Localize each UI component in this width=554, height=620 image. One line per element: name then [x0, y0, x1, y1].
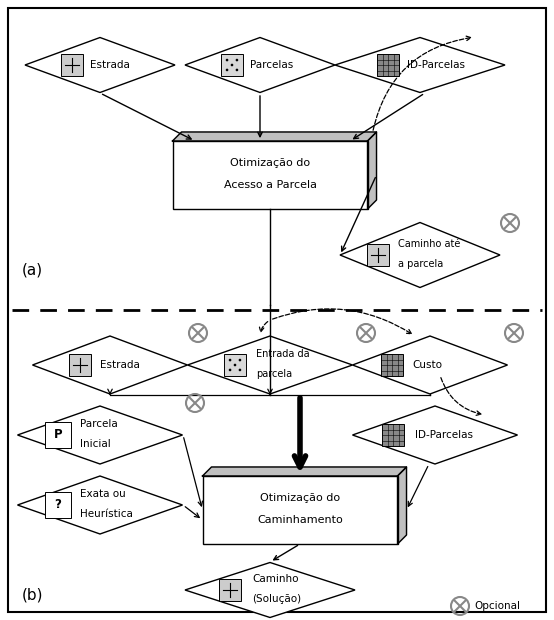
Text: Caminho até: Caminho até	[398, 239, 460, 249]
Text: Heurística: Heurística	[80, 509, 133, 519]
Polygon shape	[18, 476, 182, 534]
Polygon shape	[187, 336, 352, 394]
Bar	[377, 54, 399, 76]
Text: a parcela: a parcela	[398, 259, 443, 269]
Bar	[221, 54, 243, 76]
Polygon shape	[367, 132, 377, 209]
Text: Otimização do: Otimização do	[230, 158, 310, 168]
Bar	[61, 54, 83, 76]
Polygon shape	[203, 467, 407, 476]
Text: (a): (a)	[22, 262, 43, 278]
Bar	[69, 354, 91, 376]
Polygon shape	[352, 336, 507, 394]
Text: parcela: parcela	[256, 369, 292, 379]
Text: Estrada: Estrada	[90, 60, 130, 70]
Text: (Solução): (Solução)	[252, 594, 301, 604]
Bar	[381, 354, 403, 376]
Bar	[382, 424, 404, 446]
Text: Exata ou: Exata ou	[80, 489, 126, 499]
Polygon shape	[33, 336, 187, 394]
Circle shape	[225, 69, 228, 71]
Text: Parcelas: Parcelas	[250, 60, 293, 70]
Bar	[172, 141, 367, 209]
Text: Entrada da: Entrada da	[256, 349, 310, 359]
Bar	[219, 579, 241, 601]
Circle shape	[229, 359, 232, 361]
Bar	[45, 492, 71, 518]
Bar	[203, 476, 398, 544]
Circle shape	[230, 64, 233, 66]
Text: Custo: Custo	[412, 360, 442, 370]
Polygon shape	[335, 37, 505, 92]
Polygon shape	[398, 467, 407, 544]
Polygon shape	[185, 562, 355, 618]
Text: Inicial: Inicial	[80, 439, 111, 449]
Bar	[367, 244, 389, 266]
Circle shape	[235, 59, 238, 61]
Circle shape	[235, 69, 238, 71]
Circle shape	[229, 369, 232, 371]
Polygon shape	[185, 37, 335, 92]
Circle shape	[234, 364, 237, 366]
Polygon shape	[352, 406, 517, 464]
Polygon shape	[18, 406, 182, 464]
Text: Acesso a Parcela: Acesso a Parcela	[223, 180, 316, 190]
Text: ID-Parcelas: ID-Parcelas	[407, 60, 465, 70]
Text: Parcela: Parcela	[80, 419, 118, 429]
Text: P: P	[54, 428, 62, 441]
Text: Caminho: Caminho	[252, 574, 299, 584]
Circle shape	[239, 359, 242, 361]
Circle shape	[225, 59, 228, 61]
Polygon shape	[340, 223, 500, 288]
Text: ID-Parcelas: ID-Parcelas	[415, 430, 473, 440]
Text: Otimização do: Otimização do	[260, 493, 340, 503]
Text: Estrada: Estrada	[100, 360, 140, 370]
Text: Caminhamento: Caminhamento	[257, 515, 343, 525]
Circle shape	[239, 369, 242, 371]
Text: (b): (b)	[22, 588, 44, 603]
Text: Opcional: Opcional	[474, 601, 520, 611]
Bar	[224, 354, 246, 376]
Polygon shape	[25, 37, 175, 92]
Text: ?: ?	[54, 498, 61, 511]
Bar	[45, 422, 71, 448]
Polygon shape	[172, 132, 377, 141]
